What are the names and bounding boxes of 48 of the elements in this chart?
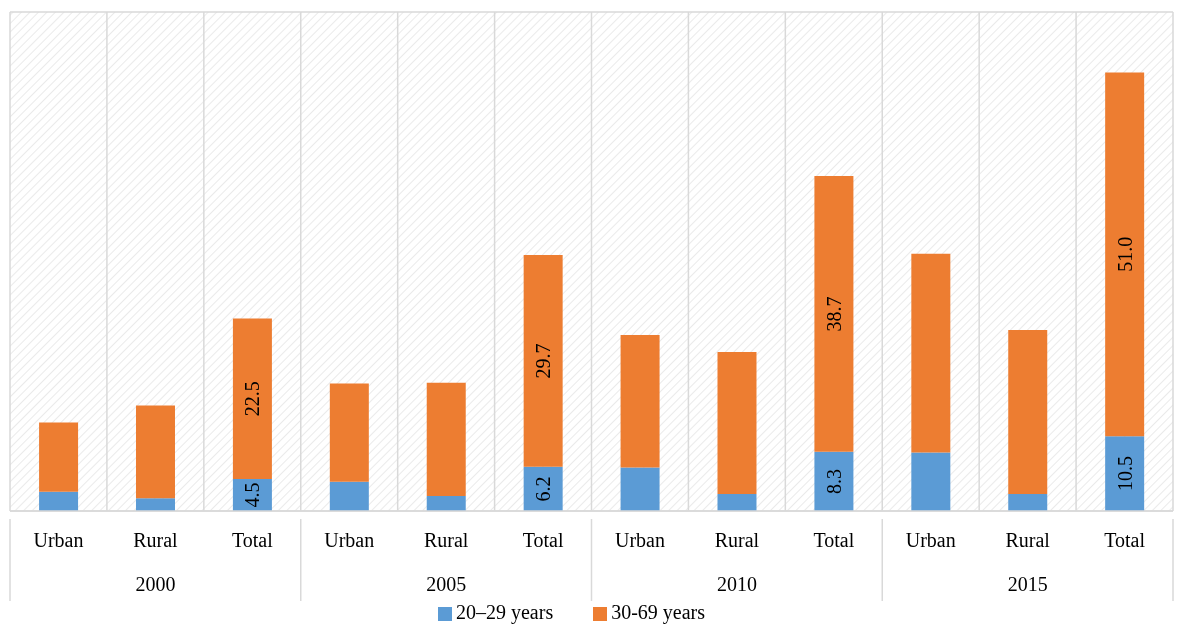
bar <box>620 334 660 468</box>
x-tick-label: Total <box>1104 529 1146 551</box>
bar <box>1105 436 1145 511</box>
bar <box>814 451 854 511</box>
x-tick-label: Urban <box>33 529 84 551</box>
bar <box>1008 493 1048 511</box>
bar <box>1105 72 1145 437</box>
x-tick-label: Total <box>522 529 564 551</box>
bar <box>329 481 369 511</box>
x-tick-label: Urban <box>905 529 956 551</box>
x-tick-label: Total <box>813 529 855 551</box>
bar <box>911 253 951 453</box>
text: 2005 <box>426 573 467 595</box>
text: 2015 <box>1007 573 1048 595</box>
text: 2010 <box>716 573 757 595</box>
x-tick-label: Total <box>231 529 274 551</box>
bar <box>523 255 563 467</box>
bar <box>911 452 951 511</box>
x-tick-label: Urban <box>324 529 375 551</box>
bar <box>717 352 757 494</box>
legend-label: 20–29 years <box>455 601 554 623</box>
x-tick-label: Rural <box>423 529 469 551</box>
x-tick-label: Rural <box>133 529 179 551</box>
x-tick-label: Urban <box>614 529 665 551</box>
bar <box>620 467 660 511</box>
bar <box>717 493 757 511</box>
bar <box>232 318 272 479</box>
data-label: 10.5 <box>1113 456 1136 492</box>
data-label: 4.5 <box>241 482 264 508</box>
bar <box>135 498 175 511</box>
bar <box>426 382 466 497</box>
bar <box>39 422 79 492</box>
x-tick-label: Rural <box>1005 529 1051 551</box>
bar <box>329 383 369 482</box>
bar <box>39 491 79 511</box>
data-label: 38.7 <box>822 296 845 332</box>
x-tick-label: Rural <box>714 529 760 551</box>
text: 2000 <box>135 573 176 595</box>
data-label: 6.2 <box>532 476 555 502</box>
legend-label: 30-69 years <box>611 601 706 623</box>
data-label: 22.5 <box>241 381 264 417</box>
bar <box>814 175 854 452</box>
bar <box>426 496 466 511</box>
data-label: 8.3 <box>822 468 845 494</box>
data-label: 51.0 <box>1113 236 1136 272</box>
data-label: 29.7 <box>532 343 555 379</box>
bar <box>135 405 175 499</box>
bar <box>1008 329 1048 494</box>
